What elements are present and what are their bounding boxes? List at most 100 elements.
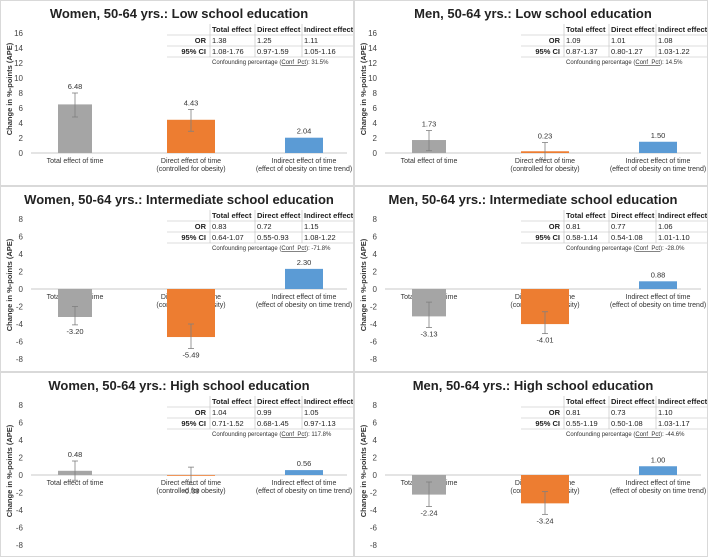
y-tick-label: 4 [373,119,378,128]
y-tick-label: 16 [368,29,377,38]
table-cell-ci: 0.50-1.08 [611,419,643,428]
y-tick-label: -2 [16,303,24,312]
category-label: Direct effect of time(controlled for obe… [156,158,225,173]
confounding-percentage: Confounding percentage (Conf_Pct): 31.5% [212,60,329,66]
category-label: Indirect effect of time (effect of obesit… [610,480,706,495]
chart-title: Men, 50-64 yrs.: Low school education [414,6,652,21]
y-tick-label: -4 [16,506,24,515]
table-row-label-or: OR [549,222,561,231]
chart-title: Men, 50-64 yrs.: High school education [413,378,654,393]
y-axis-label: Change in %-points (APE) [359,42,368,135]
bar-indirect [639,281,677,289]
y-tick-label: 8 [373,89,378,98]
table-cell-or: 1.06 [658,222,673,231]
y-tick-label: 2 [19,134,24,143]
value-label-indirect: 0.88 [651,270,666,279]
table-cell-or: 0.81 [566,408,581,417]
chart-panel-women-high: Women, 50-64 yrs.: High school education… [0,372,354,557]
table-cell-or: 1.09 [566,36,581,45]
category-label: Indirect effect of time (effect of obesit… [256,158,352,173]
category-label: Direct effect of time(controlled for obe… [510,158,579,173]
value-label-indirect: 2.04 [297,127,312,136]
y-tick-label: -6 [370,338,378,347]
y-tick-label: 12 [14,59,23,68]
category-label: Indirect effect of time (effect of obesit… [610,158,706,173]
y-tick-label: 10 [368,74,377,83]
y-axis-label: Change in %-points (APE) [5,424,14,517]
table-cell-ci: 1.03-1.22 [658,47,690,56]
bar-indirect [639,141,677,153]
table-cell-ci: 0.80-1.27 [611,47,643,56]
confounding-percentage: Confounding percentage (Conf_Pct): -44.6… [566,432,685,438]
stats-table-bg [521,210,707,251]
y-tick-label: 6 [19,419,24,428]
value-label-direct: 4.43 [184,99,199,108]
table-header: Total effect [566,397,606,406]
table-row-label-ci: 95% CI [535,419,560,428]
category-label: Total effect of time [47,480,104,487]
y-tick-label: -8 [370,355,378,364]
category-label: Total effect of time [47,158,104,165]
y-tick-label: 14 [14,44,23,53]
y-tick-label: -2 [16,489,24,498]
table-header: Indirect effect [304,211,353,220]
table-cell-or: 1.38 [212,36,227,45]
table-cell-or: 1.10 [658,408,673,417]
chart-svg: Women, 50-64 yrs.: High school education… [5,378,353,550]
table-row-label-or: OR [195,36,207,45]
table-header: Direct effect [611,397,655,406]
table-cell-or: 0.83 [212,222,227,231]
table-cell-or: 1.11 [304,36,318,45]
value-label-total: 6.48 [68,82,83,91]
y-tick-label: 6 [373,419,378,428]
y-tick-label: 0 [19,149,24,158]
y-tick-label: -8 [16,355,24,364]
table-header: Indirect effect [658,397,707,406]
y-tick-label: 16 [14,29,23,38]
y-tick-label: 6 [373,104,378,113]
chart-panel-men-high: Men, 50-64 yrs.: High school education Ch… [354,372,708,557]
y-tick-label: -6 [370,524,378,533]
table-cell-or: 1.04 [212,408,227,417]
y-axis-label: Change in %-points (APE) [5,238,14,331]
y-tick-label: 0 [19,285,24,294]
chart-panel-women-intermediate: Women, 50-64 yrs.: Intermediate school e… [0,186,354,372]
table-header: Indirect effect [304,25,353,34]
bar-indirect [285,268,323,289]
stats-table-bg [521,396,707,437]
table-header: Total effect [212,25,252,34]
category-label: Indirect effect of time (effect of obesit… [256,294,352,309]
confounding-percentage: Confounding percentage (Conf_Pct): 14.5% [566,60,683,66]
y-tick-label: -4 [16,320,24,329]
y-tick-label: 2 [373,268,378,277]
table-cell-ci: 0.97-1.59 [257,47,289,56]
category-label: Indirect effect of time (effect of obesit… [610,294,706,309]
table-cell-or: 1.15 [304,222,319,231]
value-label-direct: -3.24 [536,516,553,525]
y-tick-label: 6 [373,233,378,242]
table-header: Total effect [212,211,252,220]
value-label-indirect: 1.00 [651,455,666,464]
stats-table-bg [167,396,353,437]
y-tick-label: 4 [373,436,378,445]
y-tick-label: 4 [19,119,24,128]
table-cell-ci: 0.55-0.93 [257,233,289,242]
y-tick-label: -6 [16,338,24,347]
value-label-indirect: 0.56 [297,459,312,468]
table-header: Direct effect [611,25,655,34]
y-tick-label: 12 [368,59,377,68]
y-tick-label: -8 [16,541,24,550]
y-tick-label: 8 [19,401,24,410]
value-label-total: 0.48 [68,450,83,459]
table-cell-ci: 0.54-1.08 [611,233,643,242]
table-cell-ci: 1.08-1.22 [304,233,336,242]
table-row-label-or: OR [195,222,207,231]
chart-svg: Men, 50-64 yrs.: High school education Ch… [359,378,707,550]
table-cell-or: 1.01 [611,36,626,45]
y-tick-label: 8 [373,401,378,410]
y-tick-label: -2 [370,489,378,498]
y-tick-label: -8 [370,541,378,550]
y-tick-label: 10 [14,74,23,83]
chart-title: Women, 50-64 yrs.: High school education [48,378,309,393]
